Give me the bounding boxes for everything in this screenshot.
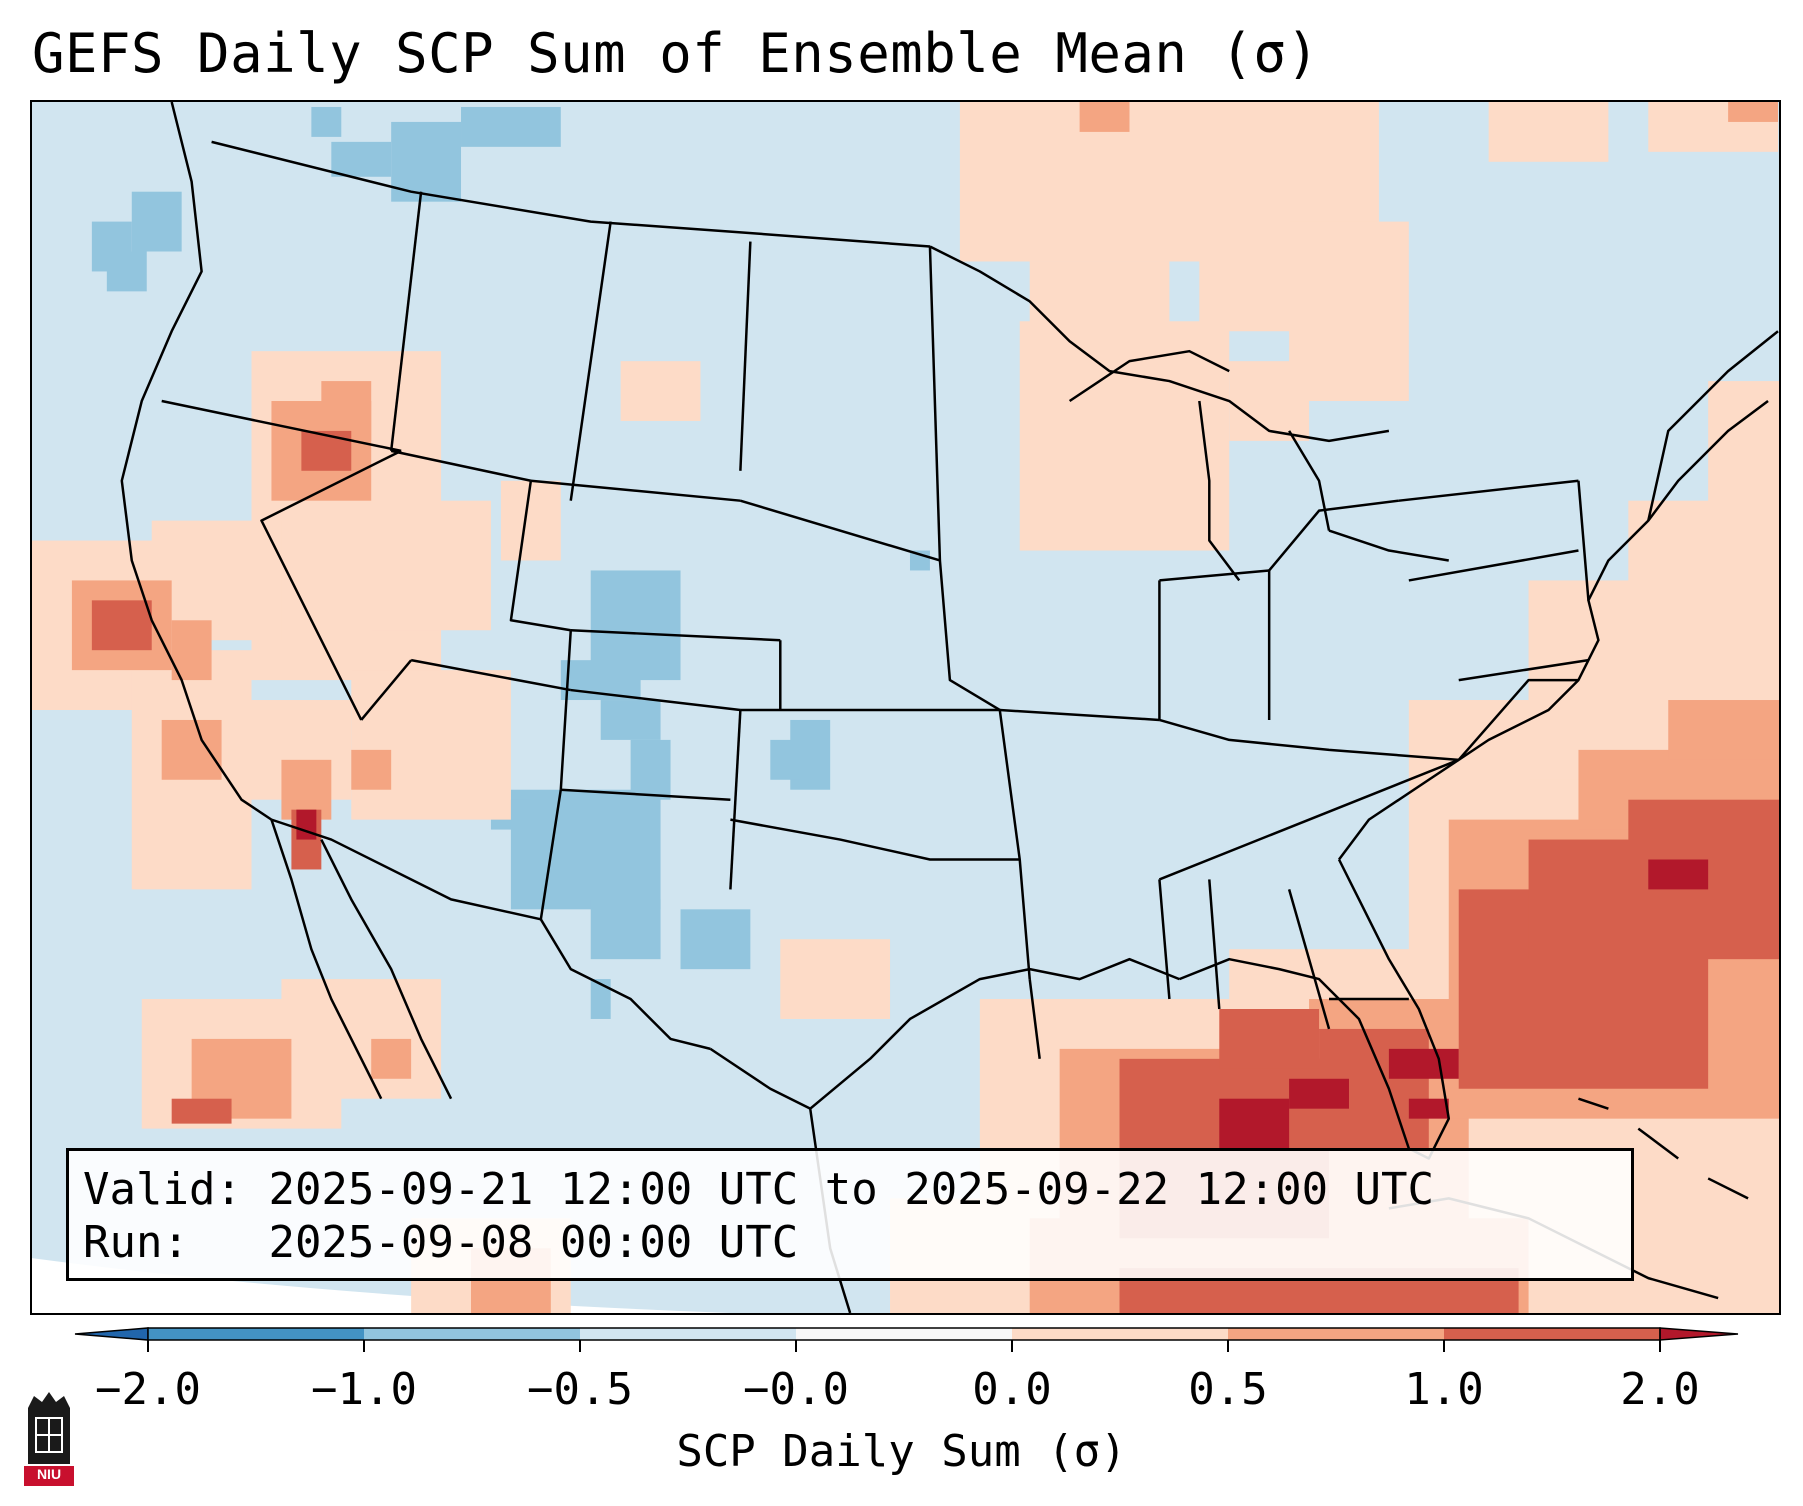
- run-label: Run:: [83, 1217, 189, 1268]
- map-frame: [30, 100, 1781, 1315]
- positive-anomaly-max: [296, 809, 1709, 1149]
- projection-edge: [32, 1258, 731, 1313]
- niu-logo-banner: [24, 1466, 74, 1486]
- colorbar-segment: [148, 1328, 364, 1340]
- map-title: GEFS Daily SCP Sum of Ensemble Mean (σ): [32, 22, 1320, 85]
- colorbar-tick-label: −2.0: [95, 1364, 201, 1415]
- colorbar-segment: [580, 1328, 796, 1340]
- colorbar-tick-marks: [147, 1340, 1661, 1352]
- colorbar-tick-label: −1.0: [311, 1364, 417, 1415]
- colorbar-tick-label: 1.0: [1404, 1364, 1484, 1415]
- colorbar-extend-low: [74, 1327, 149, 1341]
- colorbar-segment: [1228, 1328, 1444, 1340]
- colorbar-tick-label: 0.5: [1188, 1364, 1268, 1415]
- colorbar-tick-label: −0.5: [527, 1364, 633, 1415]
- valid-value: 2025-09-21 12:00 UTC to 2025-09-22 12:00…: [268, 1164, 1435, 1215]
- colorbar-tick-label: 0.0: [972, 1364, 1052, 1415]
- colorbar-tick-label: −0.0: [743, 1364, 849, 1415]
- colorbar-segment: [1444, 1328, 1660, 1340]
- colorbar-segment: [364, 1328, 580, 1340]
- colorbar-label: SCP Daily Sum (σ): [676, 1426, 1127, 1477]
- colorbar-extend-high: [1659, 1327, 1739, 1341]
- colorbar-segments: [74, 1327, 1739, 1341]
- colorbar: [74, 1327, 1739, 1352]
- colorbar-segment: [796, 1328, 1012, 1340]
- niu-logo-text: NIU: [36, 1466, 62, 1482]
- negative-anomaly-patches: [91, 106, 1654, 1019]
- scp-map[interactable]: [32, 102, 1779, 1313]
- run-value: 2025-09-08 00:00 UTC: [268, 1217, 799, 1268]
- niu-logo: [24, 1392, 74, 1486]
- colorbar-outline: [147, 1327, 1661, 1341]
- colorbar-tick-label: 2.0: [1620, 1364, 1700, 1415]
- colorbar-segment: [1012, 1328, 1228, 1340]
- validity-info-box: Valid: 2025-09-21 12:00 UTC to 2025-09-2…: [66, 1148, 1634, 1281]
- valid-label: Valid:: [83, 1164, 242, 1215]
